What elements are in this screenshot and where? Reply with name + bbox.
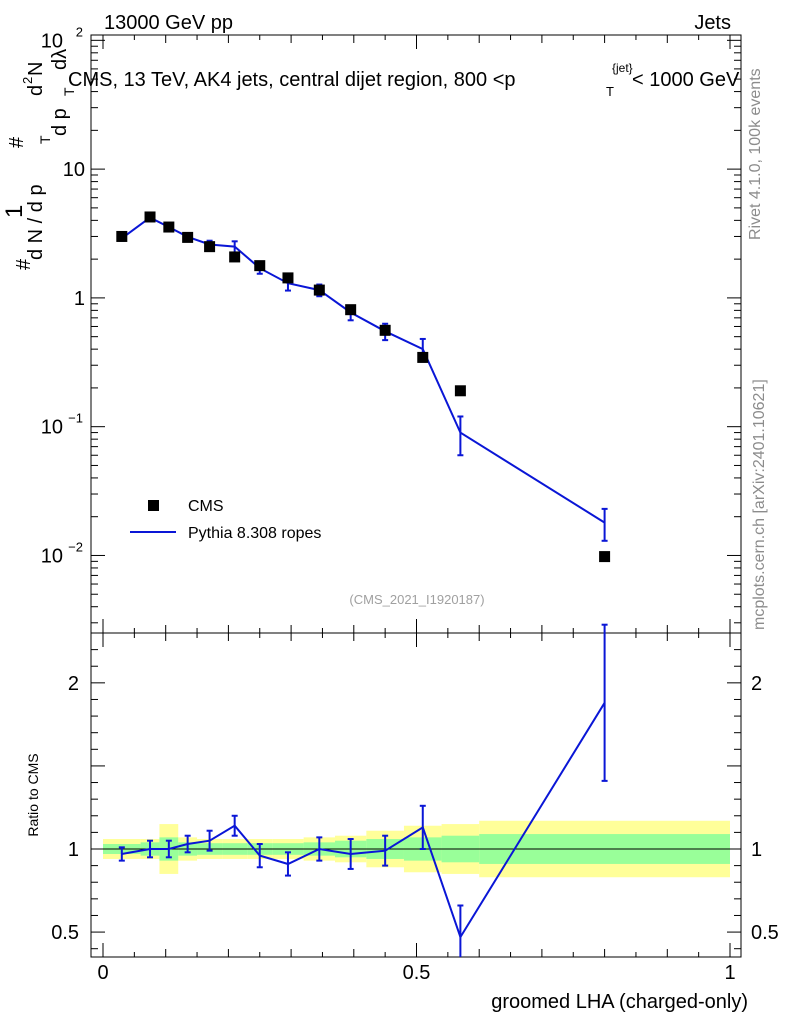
ylabel-dndp: d N / d p [25,184,47,260]
main-y-tick-label: 1 [74,288,85,310]
ylabel-hash-1: # [13,258,35,270]
ylabel-d: d [25,85,47,96]
plot-title-text: CMS, 13 TeV, AK4 jets, central dijet reg… [68,69,516,91]
ratio-panel: 0 0.5 1 0.5 0.5 1 1 2 2 [51,623,779,984]
legend: CMS Pythia 8.308 ropes [130,498,321,542]
cms-data-point [182,231,194,243]
ratio-frame [90,632,742,958]
main-panel: 10 −2 10 −1 1 10 10 2 [41,24,742,634]
cms-data-point [379,324,391,336]
cms-data-point [254,260,266,272]
plot-title: CMS, 13 TeV, AK4 jets, central dijet reg… [68,61,740,99]
ylabel-square: 2 [20,77,35,84]
y-axis-label-main: # 1 d N / d p T # d 2 N d p T dλ [1,49,77,270]
analysis-tag: (CMS_2021_I1920187) [349,592,484,607]
cms-data-point [229,251,241,263]
main-y-tick-label: 10 [41,417,63,439]
ylabel-sub-t2: T [61,87,77,96]
cms-data-point [144,211,156,223]
cms-data-point [417,351,429,363]
ratio-y-tick-label: 2 [68,673,79,695]
header-left: 13000 GeV pp [104,12,233,34]
ratio-y-tick-label: 0.5 [51,922,79,944]
legend-cms-label: CMS [188,498,224,515]
cms-data-point [282,272,294,284]
cms-data-point [163,221,175,233]
main-y-tick-label: 10 [41,545,63,567]
plot-title-superscript: {jet} [612,61,633,75]
legend-cms-marker [148,500,159,511]
ratio-y-tick-label-right: 2 [751,673,762,695]
ratio-x-tick-label: 0 [97,962,108,984]
header-right: Jets [694,12,731,34]
ylabel-dp: d p [49,108,71,136]
cms-data-point [454,385,466,397]
ratio-y-tick-label-right: 1 [751,839,762,861]
main-y-tick-exponent: −1 [68,411,83,426]
main-y-tick-exponent: −2 [68,539,83,554]
ylabel-dlambda: dλ [49,49,71,70]
cms-data-point [345,304,357,316]
cms-data-point [204,241,216,253]
cms-data-point [116,230,128,242]
rivet-label: Rivet 4.1.0, 100k events [747,68,764,240]
ratio-series-line [121,702,606,940]
legend-mc-label: Pythia 8.308 ropes [188,525,321,542]
ylabel-sub-t1: T [37,135,53,144]
plot-title-subscript: T [606,84,614,99]
cms-data-point [599,551,611,563]
ratio-x-tick-label: 0.5 [403,962,431,984]
main-y-tick-label: 10 [41,30,63,52]
plot-title-end: < 1000 GeV [632,69,740,91]
ratio-y-axis-title: Ratio to CMS [25,753,41,836]
main-y-tick-label: 10 [63,159,85,181]
ylabel-one: 1 [1,205,28,218]
cms-data-point [313,284,325,296]
x-axis-title: groomed LHA (charged-only) [491,991,748,1013]
ylabel-hash-2: # [6,136,28,148]
mc-series-line [121,216,606,524]
ratio-y-tick-label-right: 0.5 [751,922,779,944]
main-frame [90,34,742,634]
ratio-x-tick-label: 1 [724,962,735,984]
ratio-y-tick-label: 1 [68,839,79,861]
main-y-tick-exponent: 2 [76,24,83,39]
mcplots-label: mcplots.cern.ch [arXiv:2401.10621] [751,379,768,630]
ylabel-n: N [25,62,47,76]
